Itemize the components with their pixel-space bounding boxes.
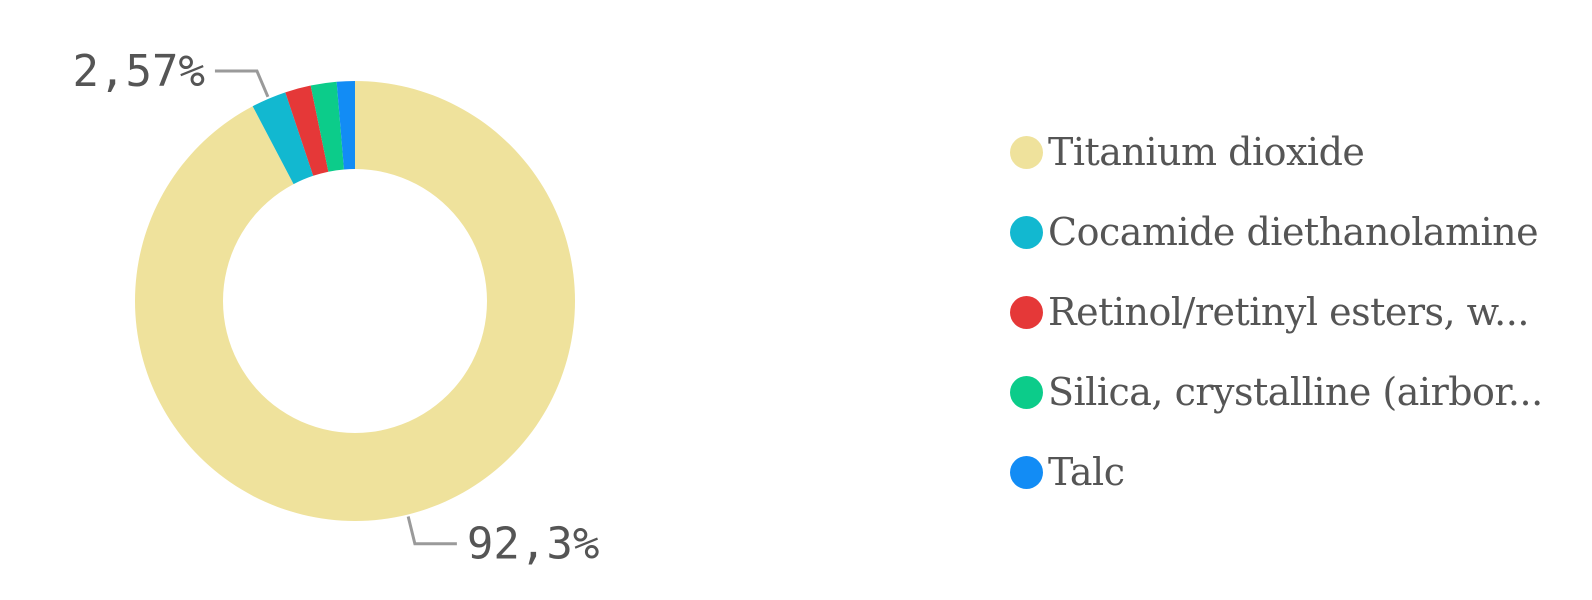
legend-swatch [1010, 295, 1043, 329]
legend-label: Retinol/retinyl esters, w... [1048, 290, 1529, 334]
legend-item-titanium-dioxide[interactable]: Titanium dioxide [1010, 112, 1580, 192]
leader-line-cocamide-diethanolamine [214, 69, 270, 98]
legend-label: Talc [1048, 450, 1125, 494]
legend-label: Cocamide diethanolamine [1048, 210, 1539, 254]
legend-swatch [1010, 375, 1043, 409]
legend-item-talc[interactable]: Talc [1010, 432, 1580, 512]
slice-talc[interactable] [336, 81, 355, 170]
slice-titanium-dioxide[interactable] [135, 81, 576, 521]
legend-swatch [1010, 455, 1043, 489]
legend-swatch [1010, 215, 1043, 249]
legend-item-silica-crystalline-airbor[interactable]: Silica, crystalline (airbor... [1010, 352, 1580, 432]
donut-slices [135, 81, 576, 521]
data-labels: 92,3% 2,57% [72, 46, 599, 570]
data-label-titanium-dioxide: 92,3% [467, 519, 599, 570]
legend-item-retinol-retinyl-esters-w[interactable]: Retinol/retinyl esters, w... [1010, 272, 1580, 352]
data-label-cocamide-diethanolamine: 2,57% [72, 46, 204, 97]
slice-retinol-retinyl-esters-w[interactable] [285, 85, 329, 176]
legend-swatch [1010, 135, 1043, 169]
slice-cocamide-diethanolamine[interactable] [252, 92, 314, 185]
legend-label: Silica, crystalline (airbor... [1048, 370, 1543, 414]
legend: Titanium dioxide Cocamide diethanolamine R… [1010, 112, 1580, 512]
slice-silica-crystalline-airbor[interactable] [310, 81, 344, 172]
leader-line-titanium-dioxide [406, 516, 457, 546]
legend-label: Titanium dioxide [1048, 130, 1365, 174]
legend-item-cocamide-diethanolamine[interactable]: Cocamide diethanolamine [1010, 192, 1580, 272]
